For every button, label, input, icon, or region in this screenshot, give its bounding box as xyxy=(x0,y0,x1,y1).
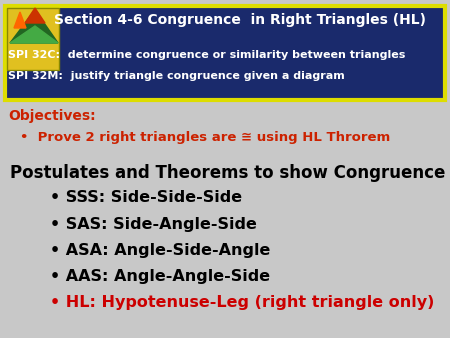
Text: Postulates and Theorems to show Congruence: Postulates and Theorems to show Congruen… xyxy=(10,164,445,182)
Polygon shape xyxy=(25,8,45,23)
Bar xyxy=(7,8,59,70)
Text: Objectives:: Objectives: xyxy=(8,109,95,123)
Text: • HL: Hypotenuse-Leg (right triangle only): • HL: Hypotenuse-Leg (right triangle onl… xyxy=(50,294,434,310)
Text: SPI 32M:  justify triangle congruence given a diagram: SPI 32M: justify triangle congruence giv… xyxy=(8,71,345,81)
Text: SPI 32C:  determine congruence or similarity between triangles: SPI 32C: determine congruence or similar… xyxy=(8,50,405,60)
Text: • AAS: Angle-Angle-Side: • AAS: Angle-Angle-Side xyxy=(50,268,270,284)
Text: •  Prove 2 right triangles are ≅ using HL Throrem: • Prove 2 right triangles are ≅ using HL… xyxy=(20,131,390,145)
Text: • SSS: Side-Side-Side: • SSS: Side-Side-Side xyxy=(50,191,242,206)
Text: Section 4-6 Congruence  in Right Triangles (HL): Section 4-6 Congruence in Right Triangle… xyxy=(54,13,426,27)
Polygon shape xyxy=(14,12,26,28)
Polygon shape xyxy=(10,26,58,43)
Text: • SAS: Side-Angle-Side: • SAS: Side-Angle-Side xyxy=(50,217,257,232)
Bar xyxy=(5,6,445,100)
Text: • ASA: Angle-Side-Angle: • ASA: Angle-Side-Angle xyxy=(50,242,270,258)
Polygon shape xyxy=(10,10,58,43)
